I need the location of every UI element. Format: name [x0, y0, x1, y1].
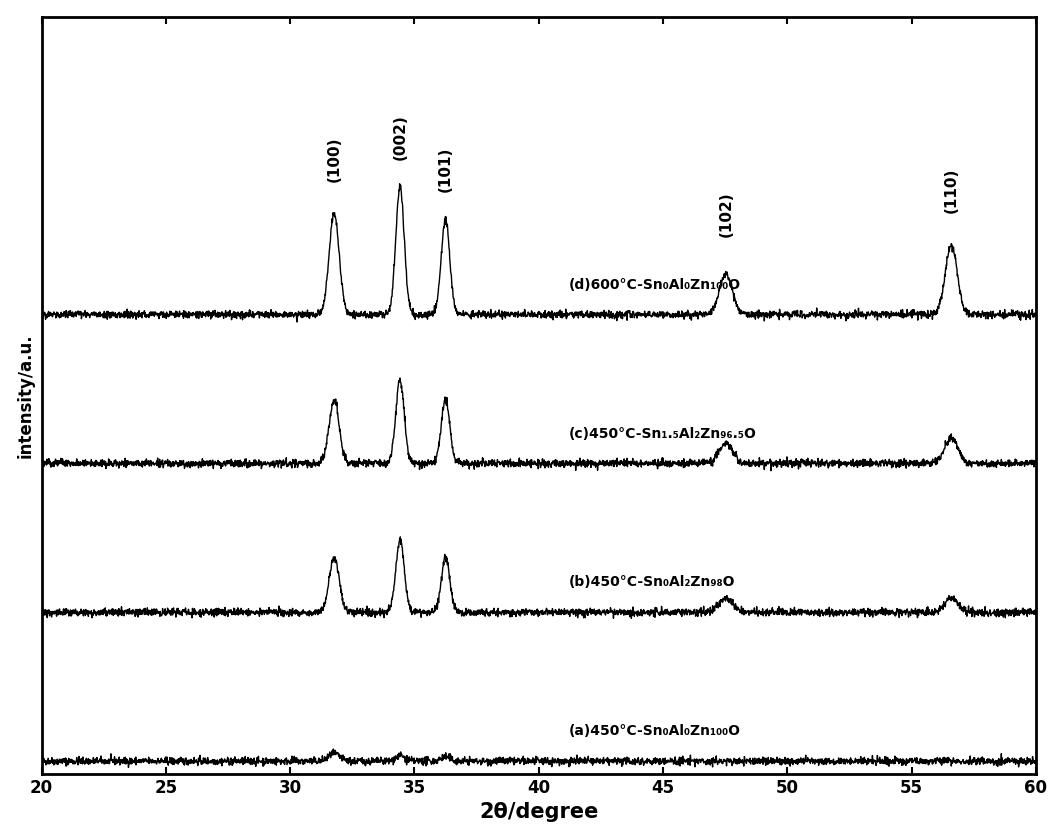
Text: (100): (100)	[327, 136, 342, 181]
Text: (002): (002)	[393, 114, 408, 160]
Y-axis label: intensity/a.u.: intensity/a.u.	[17, 333, 35, 457]
Text: (102): (102)	[718, 191, 733, 237]
Text: (d)600°C-Sn₀Al₀Zn₁₀₀O: (d)600°C-Sn₀Al₀Zn₁₀₀O	[568, 278, 741, 292]
Text: (101): (101)	[438, 147, 453, 192]
Text: (a)450°C-Sn₀Al₀Zn₁₀₀O: (a)450°C-Sn₀Al₀Zn₁₀₀O	[568, 724, 741, 738]
Text: (b)450°C-Sn₀Al₂Zn₉₈O: (b)450°C-Sn₀Al₂Zn₉₈O	[568, 576, 735, 590]
Text: (110): (110)	[944, 168, 959, 213]
Text: (c)450°C-Sn₁.₅Al₂Zn₉₆.₅O: (c)450°C-Sn₁.₅Al₂Zn₉₆.₅O	[568, 426, 757, 440]
X-axis label: 2θ/degree: 2θ/degree	[479, 802, 598, 822]
